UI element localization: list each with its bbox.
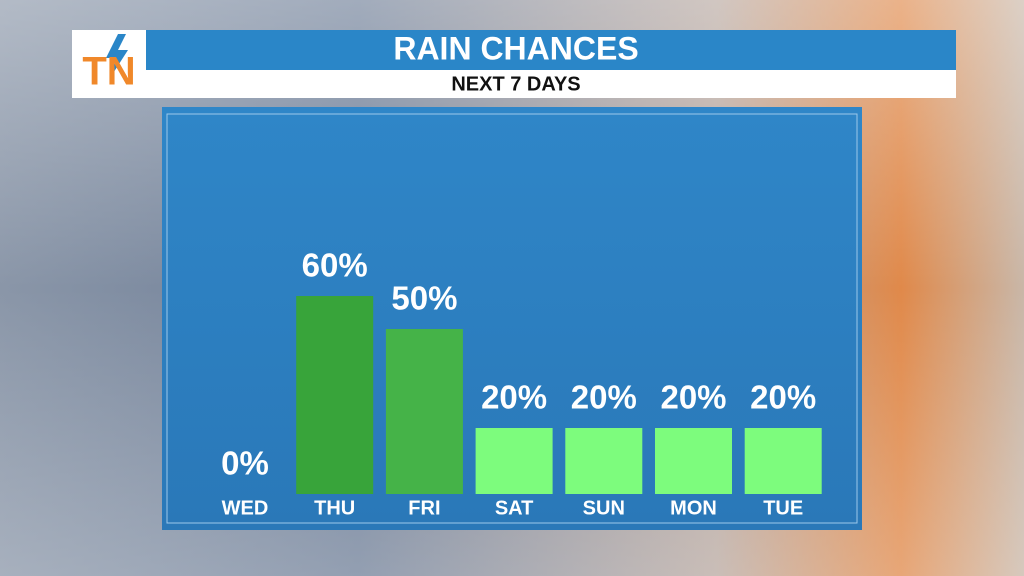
bar bbox=[475, 428, 553, 494]
x-tick-label: SAT bbox=[495, 497, 534, 519]
bar bbox=[744, 428, 822, 494]
logo-bolt bbox=[106, 34, 128, 78]
chart-subtitle: NEXT 7 DAYS bbox=[451, 73, 580, 95]
value-label: 0% bbox=[221, 445, 269, 482]
panel-border bbox=[166, 113, 858, 524]
x-tick-label: TUE bbox=[763, 497, 803, 519]
x-tick-label: SUN bbox=[583, 497, 625, 519]
bar bbox=[296, 296, 374, 494]
subheader-bar bbox=[72, 70, 956, 98]
value-label: 50% bbox=[391, 280, 457, 317]
value-label: 20% bbox=[571, 379, 637, 416]
value-label: 20% bbox=[660, 379, 726, 416]
bar bbox=[565, 428, 643, 494]
x-tick-label: WED bbox=[222, 497, 269, 519]
x-tick-label: THU bbox=[314, 497, 355, 519]
chart-title: RAIN CHANCES bbox=[393, 30, 638, 66]
bar bbox=[385, 329, 463, 494]
value-label: 20% bbox=[481, 379, 547, 416]
value-label: 20% bbox=[750, 379, 816, 416]
logo-box bbox=[72, 30, 146, 98]
x-tick-label: MON bbox=[670, 497, 717, 519]
logo-text: TN bbox=[82, 50, 135, 94]
bar bbox=[655, 428, 732, 494]
x-tick-label: FRI bbox=[408, 497, 440, 519]
header-bar bbox=[72, 30, 956, 70]
value-label: 60% bbox=[302, 247, 368, 284]
